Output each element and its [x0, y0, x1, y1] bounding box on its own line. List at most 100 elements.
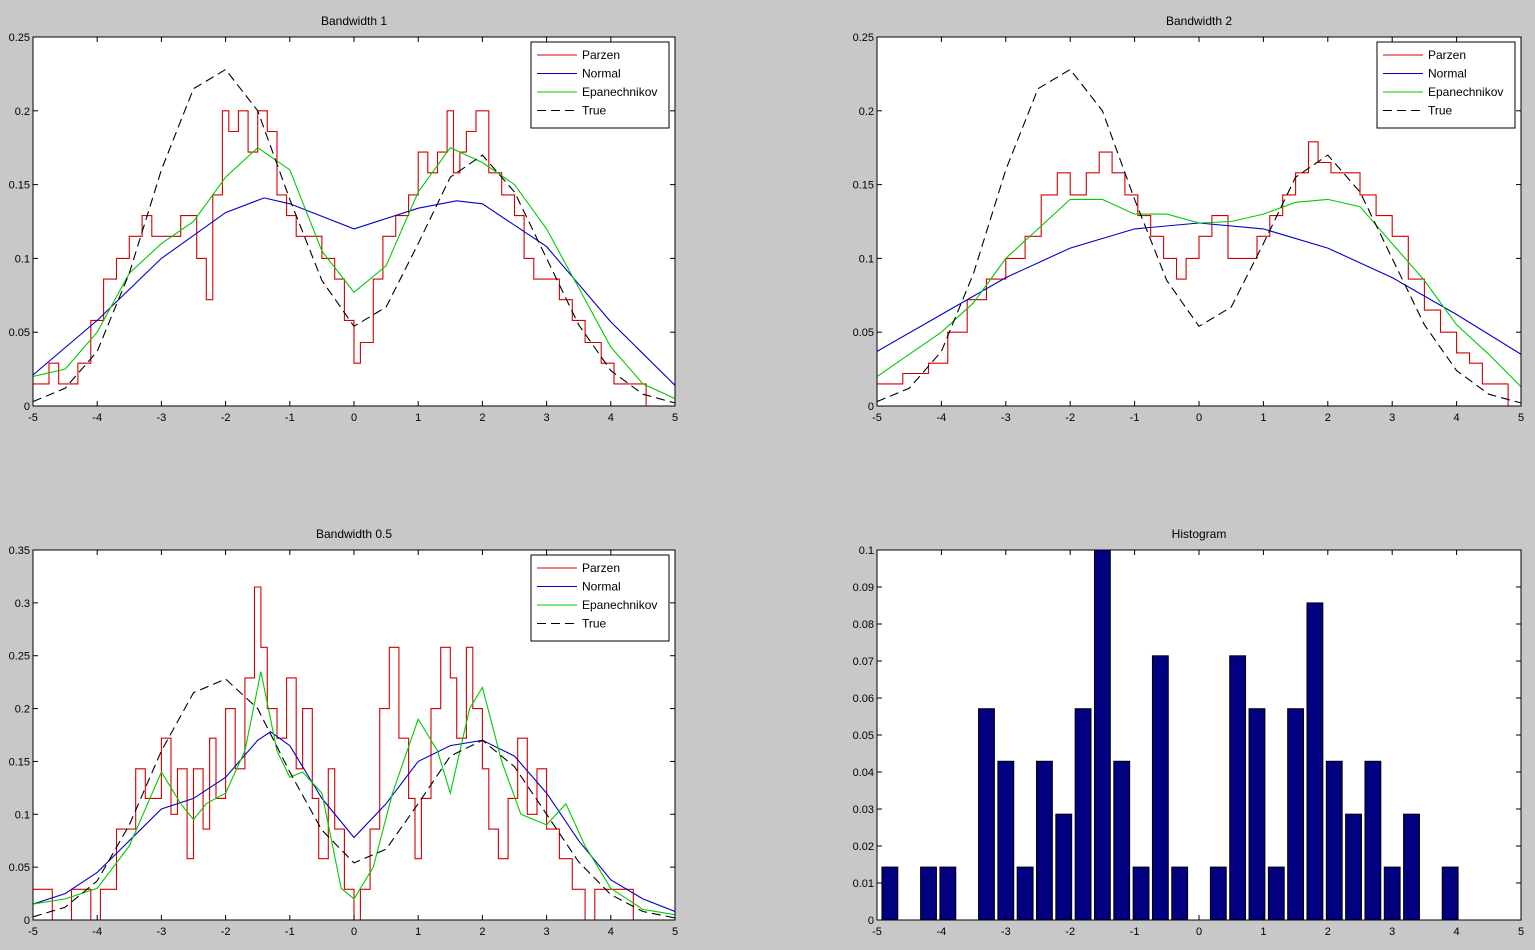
series-parzen-line: [877, 141, 1521, 406]
x-tick-label: 2: [1325, 412, 1331, 424]
x-tick-label: -5: [872, 926, 882, 938]
legend-label: True: [582, 617, 607, 631]
x-tick-label: -4: [92, 926, 102, 938]
plot-content: [33, 68, 675, 406]
y-tick-label: 0.15: [853, 180, 874, 192]
y-tick-label: 0.04: [853, 767, 874, 779]
histogram-bar: [997, 760, 1015, 920]
x-tick-label: 3: [544, 926, 550, 938]
histogram-bar: [1229, 655, 1247, 920]
x-tick-label: 5: [672, 412, 678, 424]
y-tick-label: 0: [24, 401, 30, 413]
legend-label: Epanechnikov: [1428, 85, 1503, 99]
x-tick-label: 0: [351, 412, 357, 424]
x-tick-label: 5: [1518, 926, 1524, 938]
x-tick-label: -3: [157, 926, 167, 938]
legend-label: True: [1428, 104, 1453, 118]
series-parzen-line: [33, 110, 675, 406]
y-tick-label: 0.01: [853, 878, 874, 890]
chart-4: Histogram -5 -4 -3 -2 -1 0 1 2 3 4 5 0 0.01 0.02 0.03 0.…: [853, 527, 1524, 938]
y-tick-label: 0.25: [9, 32, 30, 44]
y-tick-label: 0.25: [853, 32, 874, 44]
x-tick-label: -4: [92, 412, 102, 424]
series-parzen-line: [33, 586, 675, 920]
x-tick-label: 1: [1260, 926, 1266, 938]
x-tick-label: 2: [479, 412, 485, 424]
y-tick-label: 0.05: [9, 862, 30, 874]
histogram-bar: [1074, 708, 1092, 920]
legend-label: Epanechnikov: [582, 85, 657, 99]
histogram-bar: [1267, 866, 1285, 920]
series-epanechnikov-line: [877, 198, 1521, 388]
plot-content: [33, 586, 675, 920]
x-tick-label: -5: [28, 412, 38, 424]
histogram-bar: [1364, 760, 1382, 920]
histogram-bar: [1403, 813, 1420, 920]
histogram-bar: [1383, 866, 1401, 920]
legend-label: Normal: [582, 580, 621, 594]
histogram-bar: [939, 866, 957, 920]
y-tick-label: 0.2: [859, 106, 874, 118]
y-tick-label: 0.1: [15, 253, 30, 265]
histogram-bar: [1171, 866, 1189, 920]
chart-1: Bandwidth 1 -5 -4 -3 -2 -1 0 1 2 3 4 5 0 0.05 0.1 0.15 0…: [9, 14, 678, 424]
plot-content: [877, 68, 1521, 406]
y-tick-label: 0.08: [853, 619, 874, 631]
x-tick-label: -5: [872, 412, 882, 424]
legend-box: [530, 554, 670, 642]
x-tick-label: -1: [1130, 926, 1140, 938]
x-tick-label: 1: [1260, 412, 1266, 424]
x-tick-label: 2: [1325, 926, 1331, 938]
chart-3: Bandwidth 0.5 -5 -4 -3 -2 -1 0 1 2 3 4 5 0 0.05 0.1 0.1…: [9, 527, 678, 938]
x-tick-label: 4: [1454, 926, 1460, 938]
x-tick-label: 1: [415, 926, 421, 938]
histogram-bar: [1055, 813, 1073, 920]
y-tick-label: 0.15: [9, 180, 30, 192]
histogram-bar: [1441, 866, 1459, 920]
x-tick-label: 5: [1518, 412, 1524, 424]
legend-label: Epanechnikov: [582, 598, 657, 612]
y-tick-label: 0.3: [15, 598, 30, 610]
histogram-bar: [1345, 813, 1362, 920]
x-tick-label: 5: [672, 926, 678, 938]
series-true-line: [33, 678, 675, 919]
chart-2: Bandwidth 2 -5 -4 -3 -2 -1 0 1 2 3 4 5 0 0.05 0.1 0.15 0…: [853, 14, 1524, 424]
x-tick-label: -3: [157, 412, 167, 424]
chart-title: Bandwidth 1: [321, 14, 387, 28]
histogram-bar: [1151, 655, 1169, 920]
chart-title: Histogram: [1172, 527, 1227, 541]
x-tick-label: -4: [937, 412, 947, 424]
histogram-bar: [1036, 760, 1053, 920]
series-normal-line: [33, 731, 675, 913]
y-tick-label: 0.1: [859, 545, 874, 557]
x-tick-label: 4: [608, 926, 614, 938]
y-tick-label: 0.09: [853, 582, 874, 594]
histogram-bar: [1093, 550, 1111, 920]
y-tick-label: 0: [868, 915, 874, 927]
legend-label: Parzen: [582, 48, 620, 62]
x-tick-label: 1: [415, 412, 421, 424]
chart-title: Bandwidth 2: [1166, 14, 1232, 28]
legend-box: [530, 41, 670, 129]
y-tick-label: 0.2: [15, 704, 30, 716]
x-tick-label: 0: [1196, 412, 1202, 424]
y-tick-label: 0.05: [853, 327, 874, 339]
y-tick-label: 0.1: [15, 809, 30, 821]
y-tick-label: 0.35: [9, 545, 30, 557]
x-tick-label: 0: [1196, 926, 1202, 938]
plot-area: [877, 550, 1521, 920]
x-tick-label: -5: [28, 926, 38, 938]
histogram-bar: [1016, 866, 1034, 920]
y-tick-label: 0.2: [15, 106, 30, 118]
x-tick-label: -2: [221, 926, 231, 938]
histogram-bar: [920, 866, 937, 920]
y-tick-label: 0.03: [853, 804, 874, 816]
histogram-bar: [1287, 708, 1305, 920]
histogram-bar: [1248, 708, 1266, 920]
x-tick-label: 3: [1389, 412, 1395, 424]
x-tick-label: 3: [1389, 926, 1395, 938]
y-tick-label: 0.02: [853, 841, 874, 853]
legend: Parzen Normal Epanechnikov True: [530, 554, 670, 642]
histogram-bar: [1113, 760, 1131, 920]
